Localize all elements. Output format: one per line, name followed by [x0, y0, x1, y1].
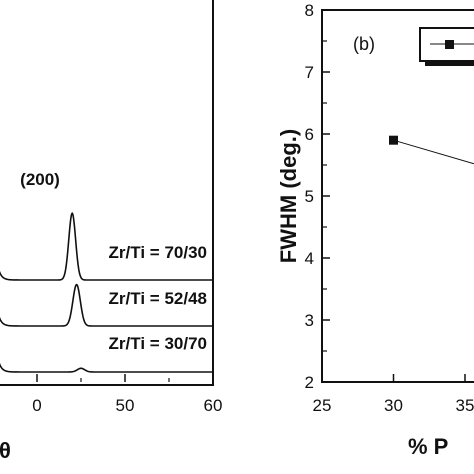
panel-b-x-tick-label: 30 — [384, 396, 403, 415]
series-label-52-48: Zr/Ti = 52/48 — [109, 289, 207, 308]
panel-a-x-axis-title: θ — [0, 438, 11, 463]
legend-marker — [445, 40, 454, 49]
panel-b-x-tick-label: 35 — [456, 396, 474, 415]
panel-b-x-tick-label: 25 — [313, 396, 332, 415]
fwhm-data-point — [389, 135, 398, 145]
panel-b-y-tick-label: 6 — [305, 125, 314, 144]
panel-a-frame — [0, 0, 214, 386]
series-label-30-70: Zr/Ti = 30/70 — [109, 334, 207, 353]
panel-b-y-axis-title: FWHM (deg.) — [276, 129, 301, 263]
panel-a-x-tick-label: 60 — [204, 396, 223, 415]
panel-b-label: (b) — [353, 34, 375, 54]
panel-b-x-axis-title: % P — [408, 434, 448, 459]
panel-b-y-tick-label: 2 — [305, 373, 314, 392]
xrd-trace-1 — [0, 283, 213, 327]
series-label-70-30: Zr/Ti = 70/30 — [109, 243, 207, 262]
panel-b-y-tick-label: 7 — [305, 63, 314, 82]
peak-label-200: (200) — [20, 170, 60, 189]
panel-a-x-tick-label: 50 — [116, 396, 135, 415]
panel-b-y-tick-label: 4 — [305, 249, 314, 268]
panel-b: 234567825303540 (b) FWHM (deg.) % P — [276, 1, 474, 459]
panel-b-y-tick-label: 8 — [305, 1, 314, 20]
xrd-trace-2 — [0, 362, 213, 373]
fwhm-series-line — [393, 139, 474, 165]
panel-b-y-tick-label: 3 — [305, 311, 314, 330]
panel-a: 0 50 60 (200) Zr/Ti = 70/30 Zr/Ti = 52/48 … — [0, 0, 222, 463]
panel-b-legend — [419, 27, 474, 66]
legend-thick-bar — [425, 60, 474, 66]
panel-a-x-tick-label: 0 — [32, 396, 41, 415]
panel-b-y-tick-label: 5 — [305, 187, 314, 206]
xrd-trace-0 — [0, 212, 213, 281]
